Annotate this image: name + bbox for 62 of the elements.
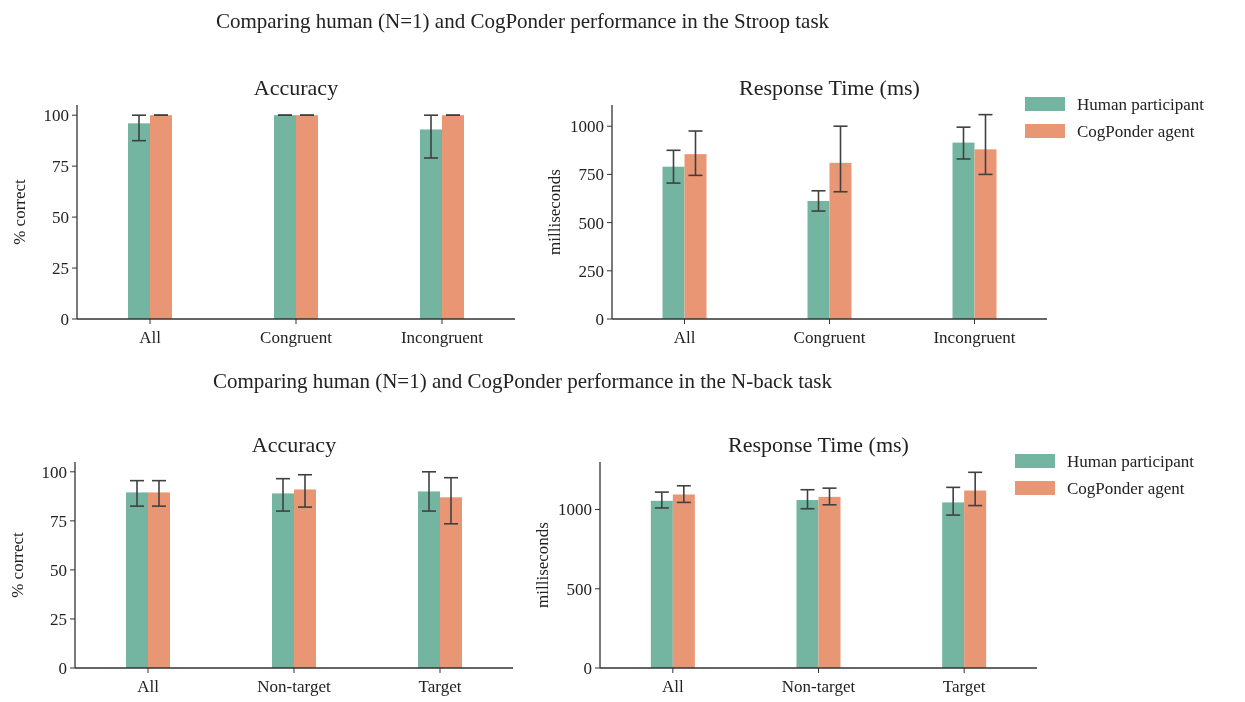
y-tick-label: 100 — [43, 106, 69, 126]
bar — [662, 166, 685, 319]
y-tick-label: 0 — [595, 309, 604, 329]
bar — [807, 201, 830, 319]
y-tick-label: 50 — [50, 560, 67, 580]
y-axis-title: % correct — [8, 531, 27, 598]
chart-title: Accuracy — [251, 432, 337, 457]
y-tick-label: 75 — [52, 157, 69, 177]
bar — [796, 500, 819, 668]
bar — [420, 129, 442, 319]
y-tick-label: 1000 — [570, 117, 604, 137]
y-axis-title: milliseconds — [533, 522, 552, 608]
y-tick-label: 100 — [41, 462, 67, 482]
x-tick-label: All — [139, 328, 162, 347]
x-tick-label: All — [673, 328, 696, 347]
x-tick-label: Target — [418, 677, 462, 696]
y-tick-label: 250 — [578, 261, 604, 281]
y-tick-label: 500 — [578, 213, 604, 233]
bar — [442, 115, 464, 319]
x-tick-label: Incongruent — [400, 328, 484, 347]
y-tick-label: 500 — [566, 579, 592, 599]
legend-label: Human participant — [1077, 94, 1205, 114]
bar — [942, 502, 965, 668]
x-tick-label: All — [137, 677, 160, 696]
chart-title: Response Time (ms) — [739, 75, 920, 100]
bar — [964, 490, 987, 668]
x-tick-label: Non-target — [257, 677, 331, 696]
x-tick-label: Target — [942, 677, 986, 696]
x-tick-label: Incongruent — [933, 328, 1016, 347]
y-axis-title: milliseconds — [545, 169, 564, 255]
bar — [296, 115, 318, 319]
x-tick-label: Congruent — [260, 328, 333, 347]
y-tick-label: 1000 — [558, 500, 592, 520]
bar — [128, 123, 150, 319]
bar — [672, 494, 695, 668]
y-tick-label: 75 — [50, 511, 67, 531]
legend-label: Human participant — [1067, 451, 1195, 471]
text: Comparing human (N=1) and CogPonder performance in the N-back task — [213, 369, 833, 393]
bar — [818, 496, 841, 668]
bar — [684, 154, 707, 319]
x-tick-label: Congruent — [793, 328, 866, 347]
y-tick-label: 0 — [58, 658, 67, 678]
chart-title: Response Time (ms) — [728, 432, 909, 457]
chart-title: Accuracy — [253, 75, 339, 100]
bar — [974, 149, 997, 319]
bar — [952, 142, 975, 319]
y-tick-label: 0 — [583, 658, 592, 678]
y-tick-label: 50 — [52, 208, 69, 228]
x-tick-label: All — [661, 677, 684, 696]
legend-label: CogPonder agent — [1077, 121, 1195, 141]
bar — [150, 115, 172, 319]
x-tick-label: Non-target — [781, 677, 856, 696]
y-tick-label: 25 — [50, 609, 67, 629]
bar — [274, 115, 296, 319]
y-tick-label: 0 — [60, 309, 69, 329]
y-tick-label: 750 — [578, 165, 604, 185]
bar — [829, 162, 852, 319]
bar — [650, 500, 673, 668]
y-tick-label: 25 — [52, 259, 69, 278]
y-axis-title: % correct — [10, 178, 29, 245]
text: Comparing human (N=1) and CogPonder performance in the Stroop task — [215, 9, 830, 33]
legend-label: CogPonder agent — [1067, 478, 1185, 498]
